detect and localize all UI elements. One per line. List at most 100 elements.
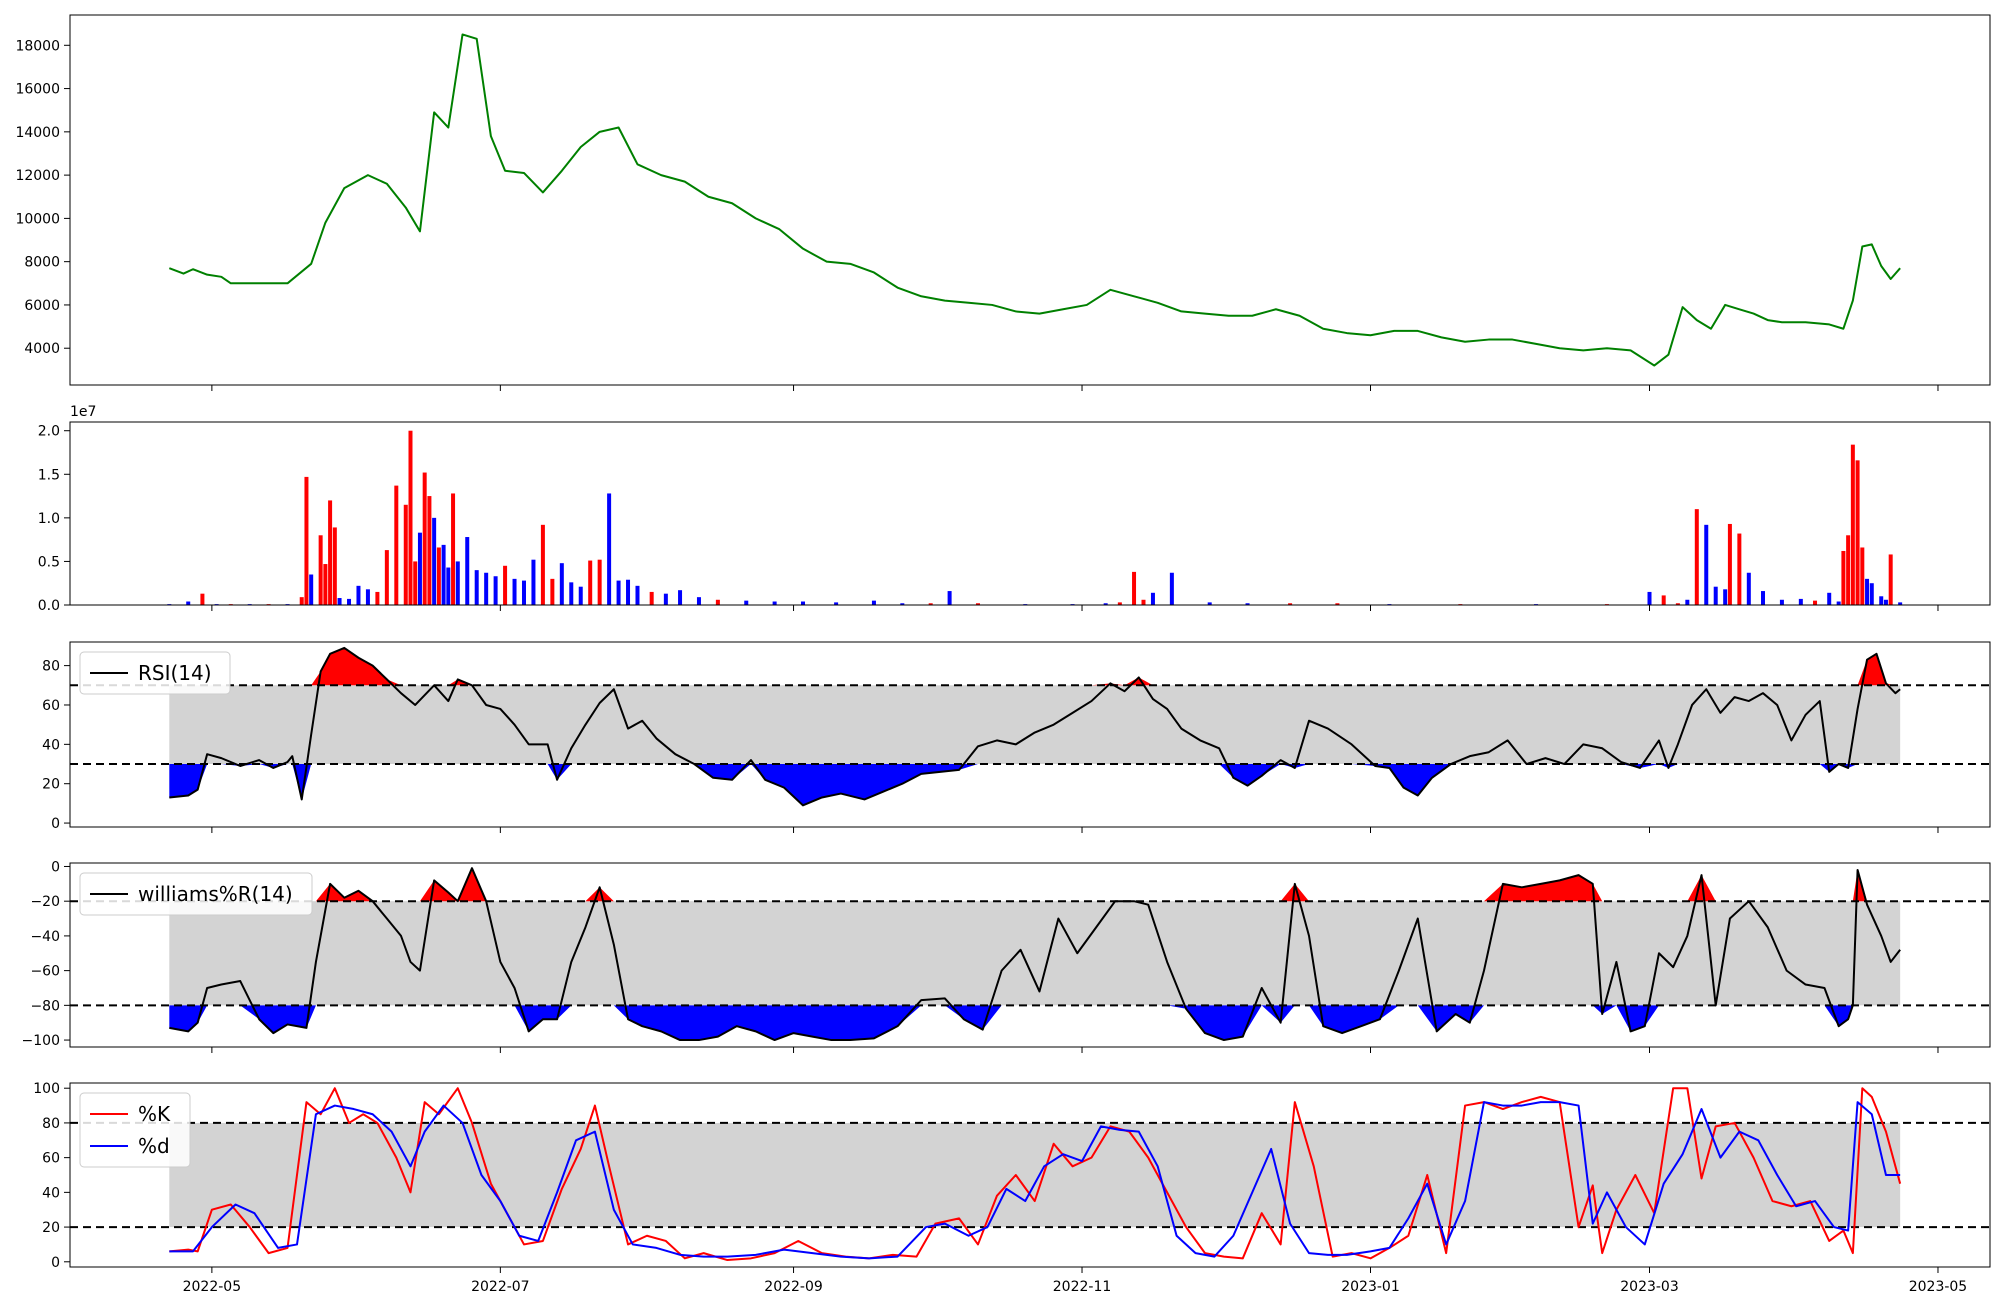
volume-bar (309, 574, 314, 605)
y-tick-label: 60 (42, 1151, 60, 1167)
volume-bar (569, 582, 574, 605)
volume-bar (512, 578, 517, 605)
volume-bar (559, 563, 564, 605)
volume-bar (696, 597, 701, 605)
volume-bar (1150, 592, 1155, 605)
y-tick-label: 40 (42, 1185, 60, 1201)
volume-bar (834, 602, 839, 605)
volume-bar (1117, 602, 1122, 605)
volume-bar (1855, 460, 1860, 605)
y-tick-label: 40 (42, 737, 60, 753)
y-tick-label: 18000 (15, 38, 60, 54)
y-tick-label: 2.0 (38, 424, 60, 440)
y-tick-label: 8000 (24, 255, 60, 271)
volume-bar (588, 560, 593, 605)
rsi-axes-frame (69, 641, 1991, 828)
volume-bar (328, 500, 333, 605)
price-series-line-0 (168, 33, 1901, 367)
williams-band (169, 901, 1901, 1006)
y-tick-label: −40 (30, 929, 60, 945)
volume-bar (801, 601, 806, 605)
volume-bar (947, 591, 952, 605)
y-tick-label: −20 (30, 894, 60, 910)
rsi-oversold-fill (169, 764, 1901, 806)
volume-bar (408, 430, 413, 605)
volume-bar (521, 580, 526, 605)
volume-bar (332, 527, 337, 605)
volume-bar (432, 517, 437, 605)
y-tick-label: 20 (42, 1220, 60, 1236)
volume-bar (1841, 550, 1846, 605)
williams-legend: williams%R(14) (79, 872, 313, 916)
volume-bar (1207, 602, 1212, 605)
volume-bar (1675, 603, 1680, 605)
volume-bar (1723, 589, 1728, 605)
y-tick-label: 0 (51, 859, 60, 875)
y-tick-label: 10000 (15, 211, 60, 227)
y-tick-label: 0 (51, 1255, 60, 1271)
volume-bar (1288, 603, 1293, 605)
volume-bar (384, 550, 389, 605)
rsi-panel: 0 20 40 60 80 RSI(14) (42, 641, 1991, 833)
legend-label: williams%R(14) (138, 882, 293, 906)
volume-bar (1746, 572, 1751, 605)
volume-bar (441, 544, 446, 605)
rsi-series-line-0 (169, 646, 1901, 807)
volume-bar (678, 590, 683, 605)
volume-bar (186, 601, 191, 605)
volume-bar (436, 547, 441, 605)
volume-bar (446, 567, 451, 605)
volume-bar (1704, 524, 1709, 605)
volume-bar (503, 565, 508, 605)
williams-oversold-fill (169, 1005, 1901, 1041)
y-offset-label: 1e7 (70, 404, 96, 420)
volume-bar (1132, 571, 1137, 605)
williams-overbought-fill (169, 868, 1901, 902)
volume-bar (1850, 444, 1855, 605)
volume-bar (1865, 578, 1870, 605)
volume-bar (772, 601, 777, 605)
volume-bar (200, 593, 205, 605)
x-tick-label: 2023-01 (1341, 1279, 1400, 1295)
volume-bar (635, 585, 640, 605)
volume-bar (1813, 600, 1818, 605)
y-tick-label: 0.5 (38, 554, 60, 570)
williams-series-line-0 (169, 867, 1901, 1042)
williams-panel: −100 −80 −60 −40 −20 0 williams%R(14) (22, 859, 1991, 1053)
volume-bar (928, 603, 933, 605)
y-tick-label: 12000 (15, 168, 60, 184)
volume-bar (474, 570, 479, 605)
volume-bar (1694, 509, 1699, 605)
y-tick-label: −60 (30, 964, 60, 980)
volume-bar (1103, 603, 1108, 605)
volume-bar (299, 597, 304, 605)
volume-bar (1883, 599, 1888, 605)
volume-bar (1713, 586, 1718, 605)
y-tick-label: 14000 (15, 125, 60, 141)
volume-bar (1779, 599, 1784, 605)
x-tick-label: 2022-09 (764, 1279, 823, 1295)
y-tick-label: −80 (30, 998, 60, 1014)
volume-bar (394, 485, 399, 605)
volume-bar (663, 593, 668, 605)
y-tick-label: 0 (51, 816, 60, 832)
volume-bar (900, 603, 905, 605)
volume-bar (1846, 535, 1851, 605)
y-tick-label: 20 (42, 777, 60, 793)
y-tick-label: 1.0 (38, 511, 60, 527)
rsi-overbought-fill (169, 647, 1901, 686)
y-tick-label: 0.0 (38, 598, 60, 614)
rsi-legend: RSI(14) (79, 651, 231, 695)
stochastic-series-line-1 (169, 1101, 1901, 1260)
volume-bar (871, 600, 876, 605)
volume-bar (531, 559, 536, 605)
stochastic-legend: %K %d (79, 1092, 191, 1168)
volume-bar (578, 586, 583, 605)
volume-bar (540, 524, 545, 605)
volume-bar (1869, 583, 1874, 605)
x-tick-label: 2023-05 (1909, 1279, 1968, 1295)
volume-bar (304, 476, 309, 605)
volume-bar (1798, 598, 1803, 605)
legend-label: RSI(14) (138, 661, 212, 685)
x-tick-label: 2022-05 (183, 1279, 242, 1295)
